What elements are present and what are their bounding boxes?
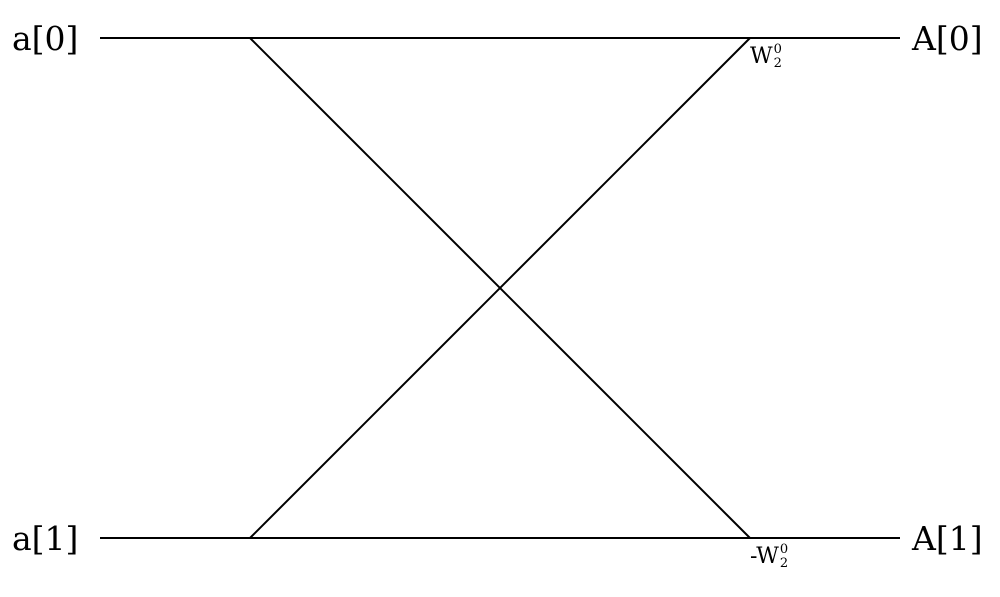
twiddle-base: W xyxy=(756,544,779,569)
output-label-0: A[0] xyxy=(912,19,983,58)
twiddle-factor-bottom: -W 0 2 xyxy=(750,542,789,571)
twiddle-superscript: 0 xyxy=(773,42,782,57)
twiddle-subscript: 2 xyxy=(779,556,789,571)
input-label-1: a[1] xyxy=(12,519,79,558)
twiddle-prefix: - xyxy=(750,544,757,569)
twiddle-base: W xyxy=(750,44,773,69)
output-label-1: A[1] xyxy=(912,519,983,558)
cross-bottom-to-top xyxy=(249,37,751,539)
input-label-0: a[0] xyxy=(12,19,79,58)
twiddle-superscript: 0 xyxy=(779,542,789,557)
twiddle-subscript: 2 xyxy=(773,56,782,71)
